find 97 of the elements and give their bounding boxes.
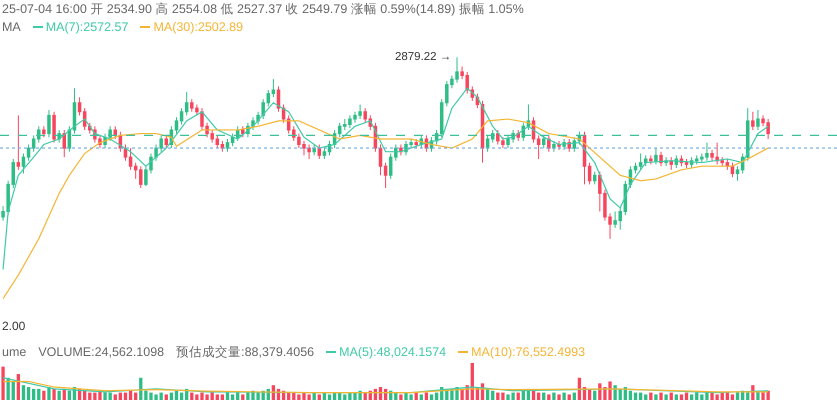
bar	[572, 392, 576, 400]
bar	[180, 392, 184, 400]
candlestick	[516, 129, 520, 142]
bar	[307, 394, 311, 400]
candlestick	[756, 109, 760, 130]
bar	[246, 392, 250, 400]
candlestick	[62, 129, 66, 158]
bar	[134, 392, 138, 400]
text: VOLUME:24,562.1098	[38, 345, 164, 359]
candlestick	[114, 126, 118, 140]
candlestick	[16, 114, 20, 170]
bar	[164, 394, 168, 400]
candlestick	[226, 138, 230, 152]
bar	[424, 392, 428, 400]
bar	[598, 383, 602, 400]
bar	[414, 392, 418, 400]
bar	[226, 392, 230, 400]
candlestick	[684, 158, 688, 169]
bar	[62, 388, 66, 400]
bar	[322, 392, 326, 400]
candlestick	[659, 151, 663, 167]
bar	[562, 392, 566, 400]
bar	[420, 394, 423, 400]
candlestick	[124, 144, 128, 162]
text: 25-07-04 16:00 开 2534.90 高 2554.08 低 2527.37 收 2549.79 涨幅 0.59%(14.89) 振幅 1.05%	[2, 0, 524, 18]
bar	[593, 390, 596, 400]
candlestick	[47, 109, 51, 138]
bar	[736, 392, 740, 400]
bar	[149, 392, 153, 400]
bar	[766, 390, 770, 400]
text: ume	[2, 345, 26, 359]
bar	[42, 390, 46, 400]
bar	[22, 385, 26, 400]
bar	[26, 387, 30, 400]
candlestick	[164, 134, 168, 149]
bar	[160, 392, 163, 400]
candlestick	[22, 153, 26, 174]
bar	[511, 392, 515, 400]
bar	[58, 390, 61, 400]
bar	[552, 392, 556, 400]
text: 预估成交量:88,379.4056	[176, 344, 314, 360]
candlestick	[414, 138, 418, 149]
candlestick	[654, 148, 658, 165]
candlestick	[592, 171, 596, 185]
bar	[659, 392, 663, 400]
bar	[542, 392, 546, 400]
candlestick	[276, 86, 280, 112]
bar	[649, 392, 652, 400]
candlestick	[649, 154, 653, 165]
candlestick	[455, 56, 459, 84]
legend-label: MA(5):48,024.1574	[339, 345, 446, 359]
text: 2.00	[1, 318, 26, 334]
bar	[674, 394, 678, 400]
bar	[312, 392, 316, 400]
bar	[568, 394, 571, 400]
candlestick	[26, 144, 30, 162]
bar	[664, 394, 668, 400]
legend-label: MA(30):2502.89	[153, 20, 244, 34]
bar	[684, 392, 688, 400]
bar	[170, 392, 174, 400]
candlestick	[542, 134, 546, 149]
bar	[522, 390, 525, 400]
candlestick	[154, 144, 158, 162]
bar	[670, 392, 673, 400]
bar	[236, 392, 240, 400]
candlestick	[312, 144, 316, 156]
legend-label: MA(7):2572.57	[46, 20, 128, 34]
bar	[516, 392, 520, 400]
annotation: 2879.22 →	[395, 51, 452, 63]
candlestick	[322, 148, 326, 160]
candlestick	[608, 212, 612, 240]
bar	[68, 390, 72, 400]
bar	[634, 392, 638, 400]
candlestick	[42, 126, 46, 138]
bar	[103, 392, 107, 400]
bar	[588, 388, 592, 400]
bar	[536, 392, 540, 400]
candlestick	[159, 134, 163, 152]
bar	[496, 392, 500, 400]
candlestick	[751, 111, 755, 130]
text: MA	[2, 20, 21, 34]
bar	[409, 394, 413, 400]
candlestick	[52, 111, 56, 144]
bar	[124, 392, 128, 400]
bar	[241, 394, 244, 400]
bar	[761, 392, 765, 400]
legend-label: MA(10):76,552.4993	[471, 345, 586, 359]
bar	[108, 392, 112, 400]
candlestick	[307, 144, 311, 160]
candlestick	[318, 144, 322, 160]
bar	[501, 392, 505, 400]
bar	[200, 392, 204, 400]
bar	[318, 394, 321, 400]
bar	[16, 374, 20, 400]
bar	[628, 390, 632, 400]
candlestick	[730, 162, 734, 178]
bar	[547, 394, 550, 400]
